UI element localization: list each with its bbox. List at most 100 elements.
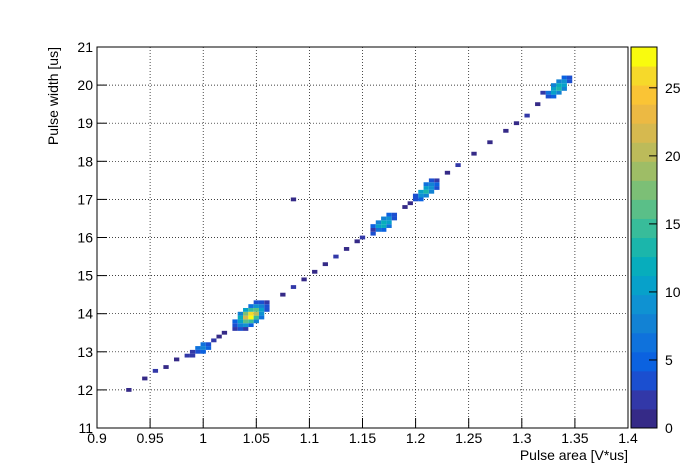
cell [423,186,429,190]
cell [237,315,244,320]
cell [189,353,196,358]
cell [243,319,249,324]
cell [258,311,265,316]
x-tick-label: 1 [199,430,207,446]
y-tick-label: 11 [78,420,93,436]
cell [258,304,265,308]
colorbar-band [631,408,657,429]
cell [418,193,424,198]
cell [386,216,392,221]
colorbar-band [631,142,657,162]
cell [163,365,169,369]
cell [312,269,318,274]
colorbar-band [631,180,657,200]
cell [381,227,387,232]
z-tick-label: 0 [665,420,673,436]
x-tick-label: 1.4 [618,430,638,446]
cell [566,79,573,84]
x-axis-label: Pulse area [V*us] [520,447,628,463]
cell [418,197,424,202]
cell [248,315,254,320]
cell [556,90,562,95]
cell [322,262,328,267]
colorbar-band [631,199,657,219]
cell [370,224,376,228]
cell [556,87,562,91]
cell [556,83,562,88]
cell [333,254,339,259]
x-tick-label: 1.35 [561,430,588,446]
cell [243,307,249,312]
cell [195,346,201,350]
cell [556,79,562,84]
cell [434,182,440,187]
cell [524,113,530,118]
y-tick-label: 20 [77,77,93,93]
z-tick-label: 20 [665,148,681,164]
colorbar-band [631,256,657,277]
colorbar-band [631,332,657,353]
cell [503,128,509,133]
cell [237,323,244,328]
cell [423,189,429,194]
cell [386,224,392,228]
cell [211,338,217,343]
cell [375,224,382,228]
cell [200,349,206,354]
cell [370,227,376,232]
cell [216,334,222,339]
cell [248,304,254,308]
cell [243,311,249,316]
cell [200,342,206,347]
cell [258,300,265,305]
cell [232,319,238,324]
x-tick-label: 0.9 [87,430,107,446]
y-tick-label: 19 [77,115,93,131]
cell [248,307,254,312]
cell [428,178,435,183]
cell [423,193,429,198]
colorbar-frame [630,46,658,429]
cell [237,311,244,316]
cell [375,227,382,232]
colorbar-band [631,313,657,334]
cell [545,94,552,99]
cell [189,349,196,354]
x-tick-label: 1.05 [243,430,270,446]
cell [248,311,254,316]
cell [248,319,254,324]
cell [243,327,249,331]
cell [381,220,387,225]
cell [551,94,557,99]
cell [561,79,567,84]
cell [301,277,307,282]
y-tick-label: 17 [77,191,93,207]
cell [561,75,567,80]
cell [253,304,259,308]
y-tick-label: 18 [77,153,93,169]
colorbar-band [631,218,657,238]
cell [386,212,392,217]
cell [428,186,435,190]
cell [386,220,392,225]
cell [391,216,398,221]
z-tick-label: 25 [665,80,681,96]
cell [253,311,259,316]
cell [200,346,206,350]
colorbar-band [631,237,657,258]
cell [354,239,360,244]
colorbar-band [631,351,657,372]
cell [566,75,573,80]
cell [237,327,244,331]
z-tick-label: 15 [665,216,681,232]
cell [248,323,254,328]
cell [434,186,440,190]
colorbar-band [631,370,657,391]
cell [471,151,477,156]
colorbar-band [631,123,657,143]
cell [407,201,413,206]
cell [428,189,435,194]
cell [290,285,297,289]
cell [343,247,350,251]
